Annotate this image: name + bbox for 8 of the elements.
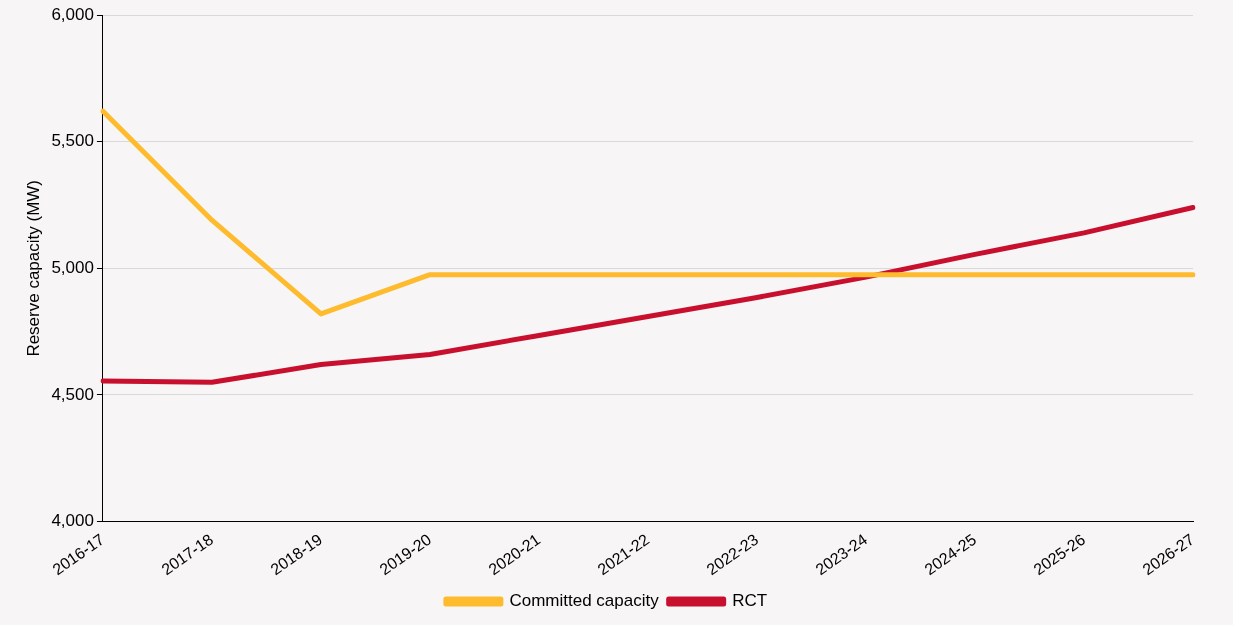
legend-label: Committed capacity — [509, 591, 660, 611]
legend-label: RCT — [732, 591, 768, 611]
y-tick-label: 4,000 — [51, 511, 94, 531]
y-axis-title: Reserve capacity (MW) — [23, 179, 43, 357]
y-tick-label: 4,500 — [51, 384, 94, 404]
y-tick-label: 5,500 — [51, 131, 94, 151]
y-tick-label: 6,000 — [51, 4, 94, 24]
y-tick-label: 5,000 — [51, 257, 94, 277]
